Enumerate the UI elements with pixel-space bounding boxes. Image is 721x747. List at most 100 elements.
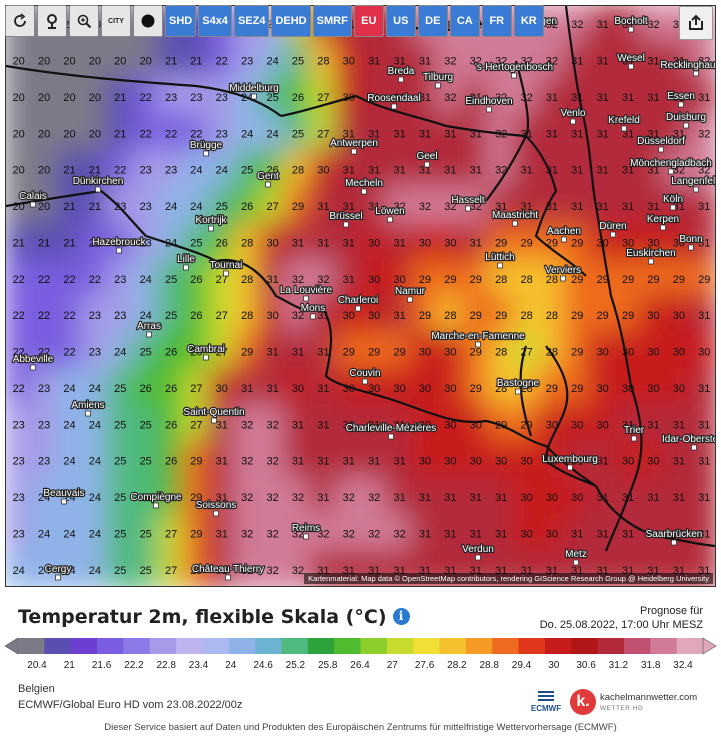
city-marker[interactable]: Gent	[256, 170, 280, 188]
de-button[interactable]: DE	[417, 5, 448, 37]
dehd-button[interactable]: DEHD	[271, 5, 311, 37]
kr-button[interactable]: KR	[513, 5, 544, 37]
city-marker[interactable]: Brügge	[189, 139, 224, 157]
location-pin-button[interactable]	[37, 5, 67, 37]
city-marker[interactable]: Löwen	[374, 205, 406, 223]
heat-cell	[359, 222, 389, 263]
eu-button[interactable]: EU	[353, 5, 384, 37]
city-marker[interactable]: Roosendaal	[366, 92, 422, 110]
share-button[interactable]	[679, 6, 713, 40]
city-marker[interactable]: Amiens	[70, 399, 106, 417]
heat-cell	[638, 295, 669, 336]
city-marker[interactable]: Soissons	[195, 499, 237, 517]
grid-value: 30	[368, 310, 380, 322]
city-marker[interactable]: Abbeville	[12, 353, 55, 371]
city-marker[interactable]: Antwerpen	[329, 137, 379, 155]
city-marker[interactable]: Beauvais	[42, 487, 86, 505]
city-marker[interactable]: Reims	[291, 522, 321, 540]
city-marker[interactable]: Euskirchen	[625, 247, 677, 265]
grid-value: 31	[622, 165, 634, 177]
info-icon[interactable]: i	[392, 608, 410, 625]
city-marker[interactable]: Krefeld	[607, 114, 641, 132]
city-marker[interactable]: Couvin	[348, 367, 382, 385]
city-marker[interactable]: 's-Hertogenbosch	[474, 61, 554, 79]
city-marker[interactable]: Geel	[415, 150, 439, 168]
refresh-button[interactable]	[5, 5, 35, 37]
city-marker[interactable]: Verviers	[544, 264, 582, 282]
city-label: Cambrai	[187, 344, 225, 355]
city-button[interactable]: CITY	[101, 5, 131, 37]
city-marker[interactable]: Charleroi	[337, 294, 379, 312]
heat-cell	[588, 113, 618, 154]
city-marker[interactable]: Lüttich	[484, 251, 516, 269]
city-marker[interactable]: Idar-Oberstein	[661, 433, 716, 451]
city-marker[interactable]: Luxembourg	[541, 453, 599, 471]
heat-cell	[207, 40, 237, 81]
city-marker[interactable]: Düren	[598, 220, 628, 238]
city-marker[interactable]: Metz	[564, 548, 588, 566]
smrf-button[interactable]: SMRF	[312, 5, 352, 37]
city-marker[interactable]: Köln	[662, 193, 684, 211]
us-button[interactable]: US	[385, 5, 416, 37]
sez4-button[interactable]: SEZ4	[233, 5, 270, 37]
city-marker[interactable]: Compiègne	[129, 491, 183, 509]
city-marker[interactable]: Dünkirchen	[72, 175, 124, 193]
city-marker[interactable]: Mons	[300, 302, 326, 320]
city-marker[interactable]: Middelburg	[228, 82, 280, 100]
city-marker[interactable]: Bocholt	[613, 15, 649, 33]
city-marker[interactable]: Langenfeld	[670, 175, 716, 193]
dot-button[interactable]	[133, 5, 163, 37]
city-marker[interactable]: Trier	[623, 424, 646, 442]
city-marker[interactable]: Düsseldorf	[636, 135, 686, 153]
city-marker[interactable]: Venlo	[559, 107, 587, 125]
city-marker[interactable]: La Louvière	[279, 284, 334, 302]
grid-value: 23	[114, 201, 126, 213]
city-marker[interactable]: Lille	[176, 253, 197, 271]
grid-value: 31	[444, 128, 456, 140]
city-marker[interactable]: Saarbrücken	[644, 528, 704, 546]
city-marker[interactable]: Bastogne	[496, 377, 541, 395]
city-marker[interactable]: Saint-Quentin	[182, 406, 246, 424]
grid-value: 23	[114, 274, 126, 286]
city-marker[interactable]: Hasselt	[450, 194, 486, 212]
city-marker[interactable]: Mecheln	[344, 177, 384, 195]
kachelmann-brand[interactable]: kachelmannwetter.com WETTER HD	[600, 693, 697, 714]
ca-button[interactable]: CA	[449, 5, 480, 37]
city-marker[interactable]: Arras	[136, 320, 162, 338]
grid-value: 20	[13, 165, 25, 177]
city-marker[interactable]: Marche-en-Famenne	[430, 330, 526, 348]
city-marker[interactable]: Brüssel	[328, 210, 364, 228]
city-marker[interactable]: Essen	[666, 90, 696, 108]
shd-button[interactable]: SHD	[165, 5, 197, 37]
city-marker[interactable]: Recklinghausen	[659, 59, 716, 77]
city-marker[interactable]: Tournai	[208, 259, 244, 277]
city-marker[interactable]: Kortrijk	[194, 214, 229, 232]
city-marker[interactable]: Mönchengladbach	[629, 157, 713, 175]
zoom-button[interactable]	[69, 5, 99, 37]
grid-value: 31	[622, 92, 634, 104]
city-marker[interactable]: Verdun	[461, 543, 495, 561]
fr-button[interactable]: FR	[481, 5, 512, 37]
city-marker[interactable]: Kerpen	[646, 213, 680, 231]
s4x4-button[interactable]: S4x4	[198, 5, 232, 37]
city-marker[interactable]: Cambrai	[186, 343, 226, 361]
city-marker[interactable]: Eindhoven	[464, 95, 514, 113]
city-marker[interactable]: Maastricht	[491, 209, 539, 227]
city-marker[interactable]: Duisburg	[665, 111, 707, 129]
city-marker[interactable]: Château-Thierry	[191, 563, 265, 581]
city-marker[interactable]: Breda	[386, 65, 416, 83]
city-marker[interactable]: Charleville-Mézières	[345, 422, 437, 440]
heat-cell	[664, 40, 694, 81]
city-marker[interactable]: Tilburg	[422, 71, 454, 89]
heat-cell	[562, 331, 592, 372]
city-marker[interactable]: Wesel	[616, 52, 646, 70]
heat-cell	[588, 404, 618, 445]
city-marker[interactable]: Bonn	[678, 233, 704, 251]
city-marker[interactable]: Aachen	[546, 225, 582, 243]
city-marker[interactable]: Hazebrouck	[91, 236, 148, 254]
city-marker[interactable]: Namur	[394, 285, 427, 303]
temperature-map[interactable]: 20 20 20 20 20 20 21 21 22 23 23 27 30 31 31 31 32 32 32 32…	[5, 5, 716, 587]
city-marker[interactable]: Cergy	[43, 563, 73, 581]
kachelmann-logo[interactable]: k.	[570, 689, 596, 715]
city-marker[interactable]: Calais	[18, 190, 48, 208]
